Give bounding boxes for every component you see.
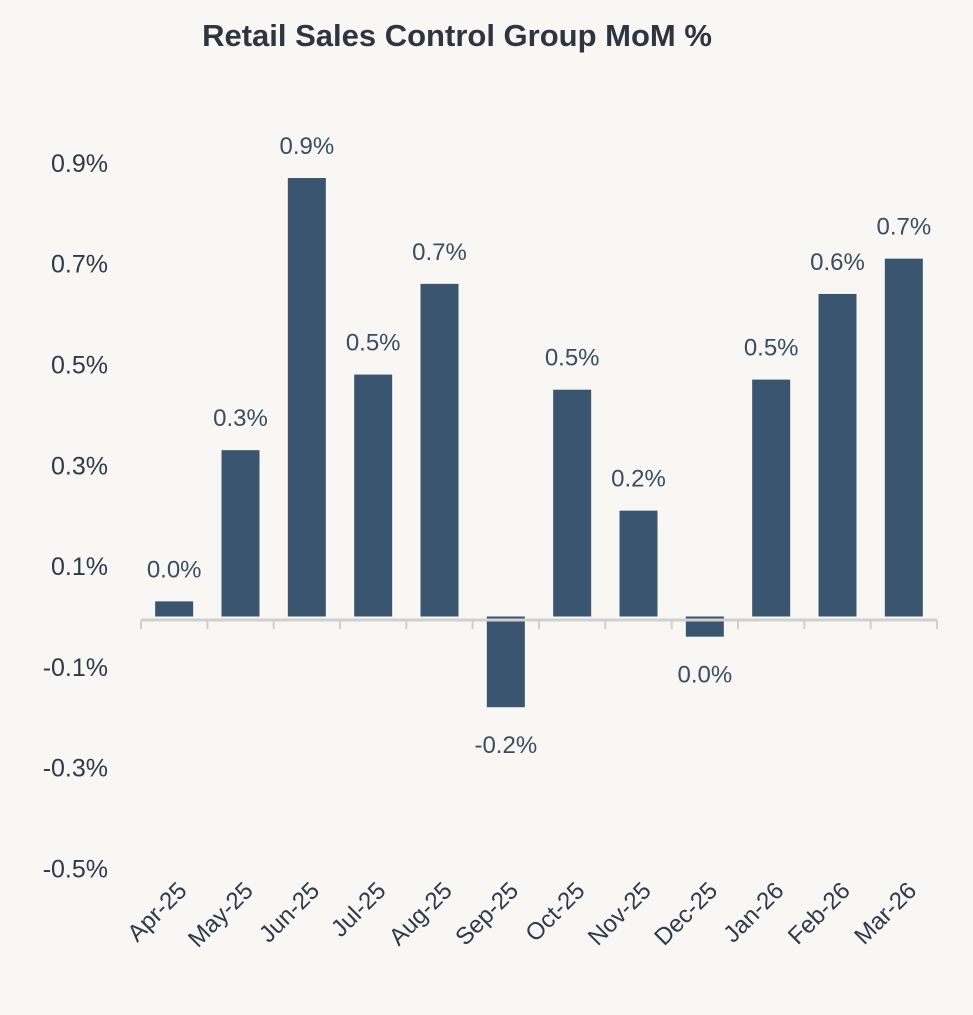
chart-title: Retail Sales Control Group MoM % <box>202 18 712 53</box>
data-label: 0.9% <box>279 133 334 160</box>
data-label: 0.7% <box>876 214 931 241</box>
data-label: 0.0% <box>147 556 202 583</box>
data-label: 0.7% <box>412 239 467 266</box>
bar-jul-25 <box>354 374 393 617</box>
bar-may-25 <box>221 450 260 617</box>
bar-feb-26 <box>818 293 857 617</box>
y-tick-label: -0.3% <box>43 755 108 783</box>
bar-nov-25 <box>619 510 658 617</box>
bar-jun-25 <box>287 178 326 617</box>
y-tick-label: -0.5% <box>43 856 108 884</box>
y-tick-label: 0.7% <box>51 251 108 279</box>
bar-mar-26 <box>884 258 923 617</box>
bar-oct-25 <box>553 389 592 617</box>
y-tick-label: 0.5% <box>51 352 108 380</box>
y-tick-label: 0.3% <box>51 452 108 480</box>
data-label: 0.0% <box>677 662 732 689</box>
y-tick-label: -0.1% <box>43 654 108 682</box>
data-label: 0.5% <box>744 335 799 362</box>
y-tick-label: 0.9% <box>51 150 108 178</box>
bar-apr-25 <box>155 601 194 617</box>
bar-dec-25 <box>685 616 724 637</box>
data-label: -0.2% <box>474 732 537 759</box>
bar-jan-26 <box>752 379 791 617</box>
data-label: 0.3% <box>213 405 268 432</box>
data-label: 0.5% <box>545 345 600 372</box>
data-label: 0.6% <box>810 249 865 276</box>
y-tick-label: 0.1% <box>51 553 108 581</box>
bar-sep-25 <box>486 616 525 708</box>
data-label: 0.5% <box>346 330 401 357</box>
data-label: 0.2% <box>611 466 666 493</box>
bar-aug-25 <box>420 283 459 617</box>
